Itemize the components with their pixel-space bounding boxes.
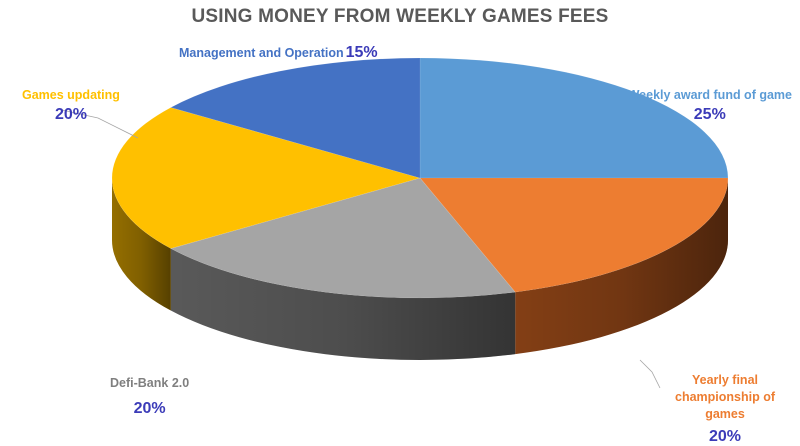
label-weekly-award: Weekly award fund of game 25% [628,88,792,124]
leader-line-yearly-final [639,359,661,389]
leader-lines [61,109,661,389]
slice-side-shade-games-updating [112,178,171,311]
label-defi-bank: Defi-Bank 2.0 20% [110,376,189,418]
label-weekly-award-name: Weekly award fund of game [627,88,792,102]
slice-weekly-award-fund-of-game [419,57,729,179]
slice-games-updating [111,107,422,249]
label-yearly-final: Yearly final championship of games 20% [660,372,790,446]
slice-defi-bank-2-0 [170,177,516,299]
label-management-pct: 15% [345,44,378,61]
leader-line-games-updating [61,109,139,139]
label-games-updating: Games updating 20% [22,88,120,124]
pie-sides [112,178,728,360]
label-defi-bank-pct: 20% [133,400,166,417]
label-games-updating-name: Games updating [22,88,120,102]
slice-side-shade-defi-bank-2-0 [170,248,516,360]
label-defi-bank-name: Defi-Bank 2.0 [110,376,190,390]
label-management-name: Management and Operation [179,46,344,60]
label-yearly-final-pct: 20% [708,428,742,445]
label-yearly-final-name: Yearly final championship of games [675,373,775,421]
slice-yearly-final-championship-of-games [419,177,729,293]
slice-side-shade-yearly-final-championship-of-games [515,178,728,355]
label-weekly-award-pct: 25% [693,106,726,123]
pie-tops [111,57,729,299]
chart-title: USING MONEY FROM WEEKLY GAMES FEES [191,6,609,27]
label-games-updating-pct: 20% [54,106,87,123]
label-management: Management and Operation 15% [179,44,378,62]
slice-management-and-operation [170,57,421,179]
